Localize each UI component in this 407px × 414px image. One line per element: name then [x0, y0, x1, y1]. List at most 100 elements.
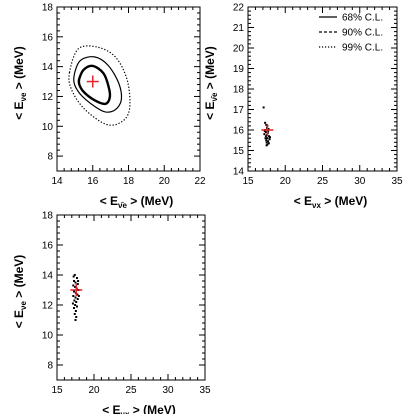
x-axis-title: < Eν̄e > (MeV)	[100, 194, 174, 210]
scatter-point	[263, 133, 266, 136]
scatter-point	[267, 127, 270, 130]
y-tick-label: 16	[42, 241, 54, 252]
x-tick-label: 25	[317, 176, 329, 187]
scatter-point	[264, 131, 267, 134]
y-axis-title-sub: νe	[19, 300, 28, 309]
x-tick-label: 18	[123, 176, 135, 187]
y-tick-label: 14	[42, 62, 54, 73]
plot-frame	[56, 214, 206, 381]
y-tick-label: 16	[233, 126, 245, 137]
legend-label: 99% C.L.	[342, 43, 383, 54]
x-tick-label: 15	[242, 176, 254, 187]
scatter-point	[76, 298, 79, 300]
y-tick-label: 12	[42, 301, 54, 312]
scatter-point	[73, 313, 76, 315]
scatter-point	[268, 136, 271, 139]
legend-label: 90% C.L.	[342, 28, 383, 39]
legend: 68% C.L. 90% C.L. 99% C.L.	[319, 13, 383, 54]
y-tick-label: 19	[233, 64, 245, 75]
y-tick-label: 12	[42, 92, 54, 103]
x-tick-label: 22	[194, 176, 206, 187]
x-axis-title: < Eνx > (MeV)	[102, 403, 176, 414]
scatter-point	[264, 137, 267, 140]
y-tick-label: 8	[47, 361, 53, 372]
y-axis-title-post: > (MeV)	[12, 46, 26, 92]
scatter-point	[76, 293, 79, 296]
scatter-point	[264, 121, 267, 124]
scatter-point	[267, 142, 270, 145]
scatter-point	[267, 135, 270, 138]
y-tick-label: 18	[233, 85, 245, 96]
y-tick-label: 18	[42, 211, 54, 222]
scatter-point	[263, 130, 266, 133]
y-tick-label: 22	[233, 3, 245, 14]
y-axis-title: < Eν̄e > (MeV)	[203, 46, 219, 120]
scatter-point	[75, 316, 78, 318]
y-axis-title-pre: < E	[203, 101, 217, 119]
x-axis-title-sub: νx	[121, 410, 130, 414]
scatter-point	[75, 305, 78, 308]
scatter-point	[74, 304, 77, 306]
x-tick-label: 30	[354, 176, 366, 187]
legend-label: 68% C.L.	[342, 13, 383, 24]
x-tick-label: 16	[87, 176, 99, 187]
y-tick-label: 14	[42, 271, 54, 282]
x-tick-label: 35	[199, 385, 211, 396]
x-tick-label: 20	[88, 385, 100, 396]
x-tick-label: 35	[391, 176, 403, 187]
x-axis-title-post: > (MeV)	[129, 403, 175, 414]
y-tick-label: 15	[233, 146, 245, 157]
scatter-point	[267, 140, 270, 143]
x-axis-title-pre: < E	[294, 194, 312, 208]
y-axis-title-pre: < E	[12, 101, 26, 119]
x-axis-title-post: > (MeV)	[321, 194, 367, 208]
scatter-point	[268, 138, 271, 141]
scatter-point	[262, 106, 265, 109]
scatter-point	[74, 286, 77, 288]
y-tick-label: 10	[42, 331, 54, 342]
scatter-point	[265, 123, 268, 126]
y-tick-label: 16	[42, 32, 54, 43]
x-tick-label: 15	[51, 385, 63, 396]
scatter-point	[73, 299, 76, 302]
scatter-point	[74, 319, 77, 321]
contour-90-cl	[73, 56, 123, 113]
x-axis-title-sub: ν̄e	[118, 201, 127, 210]
y-tick-label: 8	[47, 152, 53, 163]
x-axis-title: < Eνx > (MeV)	[294, 194, 368, 210]
scatter-point	[265, 139, 268, 142]
x-axis-title-pre: < E	[100, 194, 118, 208]
scatter-point	[72, 295, 75, 297]
scatter-point	[77, 295, 80, 297]
x-tick-label: 25	[125, 385, 137, 396]
y-tick-label: 14	[233, 167, 245, 178]
x-tick-label: 14	[51, 176, 63, 187]
y-axis-title-post: > (MeV)	[203, 46, 217, 92]
scatter-point	[75, 277, 78, 279]
scatter-point	[265, 144, 268, 147]
y-tick-label: 20	[233, 44, 245, 55]
y-axis-title: < Eνe > (MeV)	[12, 255, 28, 329]
scatter-point	[266, 137, 269, 140]
scatter-point	[72, 275, 75, 278]
scatter-point	[75, 301, 78, 303]
x-axis-title-pre: < E	[102, 403, 120, 414]
y-tick-label: 17	[233, 105, 245, 116]
x-axis-title-post: > (MeV)	[127, 194, 173, 208]
scatter-point	[72, 284, 75, 287]
x-tick-label: 20	[280, 176, 292, 187]
scatter-point	[264, 135, 267, 138]
scatter-point	[73, 290, 76, 293]
scatter-point	[73, 274, 76, 276]
x-tick-label: 20	[159, 176, 171, 187]
scatter-point	[266, 143, 269, 146]
y-tick-label: 21	[233, 23, 245, 34]
plot-frame	[56, 6, 201, 172]
scatter-point	[73, 307, 76, 309]
scatter-point	[74, 310, 77, 312]
scatter-point	[71, 302, 74, 305]
y-tick-label: 10	[42, 122, 54, 133]
